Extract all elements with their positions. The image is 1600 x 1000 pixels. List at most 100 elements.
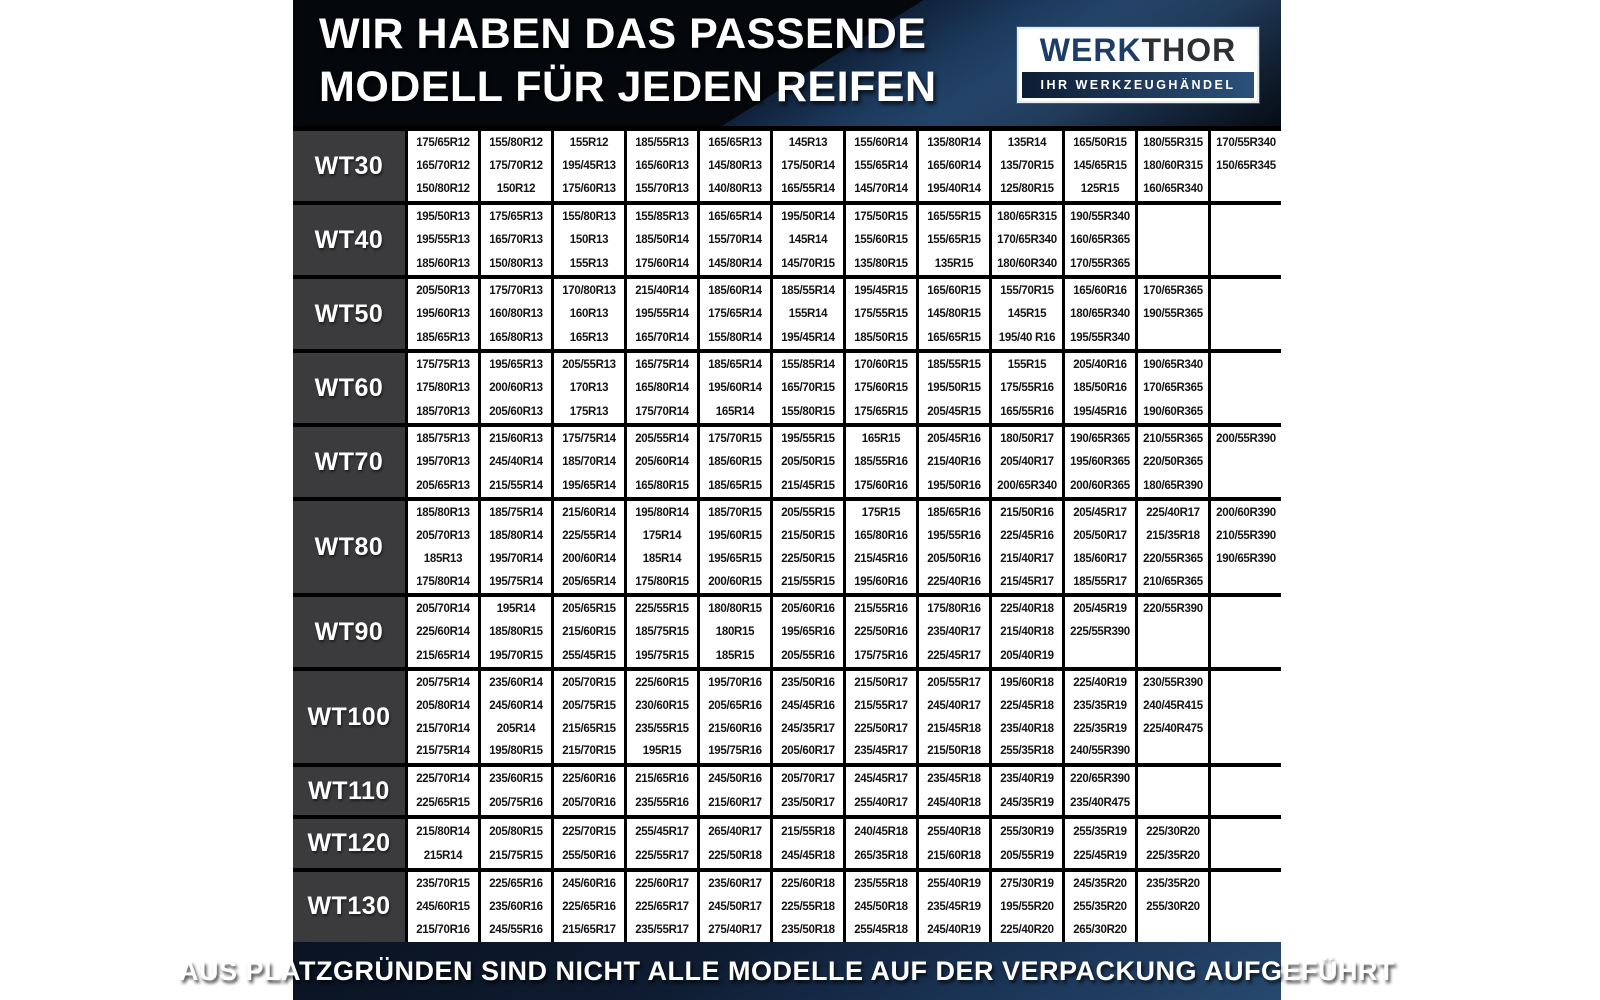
tire-size: 135/70R15 — [1000, 160, 1054, 173]
tire-size: 170/65R365 — [1143, 284, 1203, 297]
tire-size: 235/45R19 — [927, 900, 981, 913]
tire-size-cell: 235/35R20 255/30R20 — [1135, 871, 1208, 943]
tire-size-cell: 255/35R19 225/45R19 — [1062, 819, 1135, 868]
tire-size: 180/60R340 — [997, 257, 1057, 270]
tire-size-cell: 235/50R16 245/45R16 245/35R17 205/60R17 — [770, 671, 843, 763]
tire-size: 225/45R17 — [927, 649, 981, 662]
tire-size: 225/45R18 — [1000, 699, 1054, 712]
tire-size-cell: 255/45R17 225/55R17 — [624, 819, 697, 868]
tire-size: 165/70R14 — [635, 331, 689, 344]
tire-size: 210/65R365 — [1143, 575, 1203, 588]
tire-size-cell: 225/40R17 215/35R18 220/55R365 210/65R365 — [1135, 501, 1208, 594]
tire-size: 165/75R14 — [635, 358, 689, 371]
tire-size: 255/30R20 — [1146, 900, 1200, 913]
tire-size: 185/60R13 — [416, 257, 470, 270]
tire-size: 225/35R19 — [1073, 722, 1127, 735]
tire-size: 160R13 — [569, 308, 609, 321]
tire-size: 165/60R16 — [1073, 284, 1127, 297]
tire-size: 205/55R19 — [1000, 849, 1054, 862]
tire-size: 195/55R15 — [781, 433, 835, 446]
tire-size: 235/55R16 — [635, 797, 689, 810]
tire-size: 175/70R15 — [708, 433, 762, 446]
tire-size: 195/75R15 — [635, 649, 689, 662]
model-label: WT60 — [293, 353, 405, 424]
tire-size: 220/50R365 — [1143, 456, 1203, 469]
tire-size-cell: 155/70R15 145R15 195/40 R16 — [989, 279, 1062, 350]
tire-size: 190/55R340 — [1070, 210, 1130, 223]
tire-size: 215/70R15 — [562, 745, 616, 758]
tire-size: 195/80R15 — [489, 745, 543, 758]
tire-size: 175R15 — [861, 506, 901, 519]
tire-size: 195/65R14 — [562, 479, 616, 492]
tire-size: 145/80R15 — [927, 308, 981, 321]
tire-size: 195R15 — [642, 745, 682, 758]
tire-size: 155/70R13 — [635, 183, 689, 196]
tire-size: 255/40R18 — [927, 825, 981, 838]
tire-size-cell: 165/75R14 165/80R14 175/70R14 — [624, 353, 697, 424]
tire-size: 175/80R14 — [416, 575, 470, 588]
tire-size: 200/65R340 — [997, 479, 1057, 492]
tire-size: 165/80R15 — [635, 479, 689, 492]
tire-size: 170/60R15 — [854, 358, 908, 371]
tire-size-cell: 205/45R19 225/55R390 — [1062, 597, 1135, 668]
header-banner: WIR HABEN DAS PASSENDE MODELL FÜR JEDEN … — [293, 0, 1281, 126]
tire-size: 200/60R14 — [562, 552, 616, 565]
tire-size: 255/40R19 — [927, 877, 981, 890]
tire-size-cell: 175R15 165/80R16 215/45R16 195/60R16 — [843, 501, 916, 594]
model-label: WT80 — [293, 501, 405, 594]
tire-size: 165/80R16 — [854, 529, 908, 542]
tire-size: 225/70R14 — [416, 773, 470, 785]
tire-size: 175/60R13 — [562, 183, 616, 196]
tire-size: 265/30R20 — [1073, 924, 1127, 937]
tire-size-cell: 195/50R13 195/55R13 185/60R13 — [405, 205, 478, 276]
tire-size: 235/60R15 — [489, 773, 543, 785]
tire-size: 155/80R15 — [781, 405, 835, 418]
tire-size: 205/70R13 — [416, 529, 470, 542]
tire-size: 155/60R15 — [854, 234, 908, 247]
tire-size-cell: 215/40R14 195/55R14 165/70R14 — [624, 279, 697, 350]
tire-size: 245/60R14 — [489, 699, 543, 712]
tire-size-cell: 215/60R14 225/55R14 200/60R14 205/65R14 — [551, 501, 624, 594]
tire-size-cell: 135R14 135/70R15 125/80R15 — [989, 131, 1062, 202]
tire-size: 155/80R14 — [708, 331, 762, 344]
tire-size: 215/50R17 — [854, 676, 908, 689]
tire-size: 205/45R19 — [1073, 602, 1127, 615]
tire-size: 135R14 — [1007, 136, 1047, 149]
tire-size: 185/50R16 — [1073, 382, 1127, 395]
tire-size-cell: 175/50R15 155/60R15 135/80R15 — [843, 205, 916, 276]
tire-size-cell: 195/65R13 200/60R13 205/60R13 — [478, 353, 551, 424]
tire-size: 245/40R19 — [927, 924, 981, 937]
tire-size: 235/45R17 — [854, 745, 908, 758]
tire-size: 185/75R13 — [416, 433, 470, 446]
tire-size: 165/70R12 — [416, 160, 470, 173]
tire-size: 210/55R365 — [1143, 433, 1203, 446]
tire-size: 165/80R13 — [489, 331, 543, 344]
tire-size-cell — [1208, 766, 1281, 816]
tire-size-cell: 175/70R13 160/80R13 165/80R13 — [478, 279, 551, 350]
tire-size-cell: 225/55R15 185/75R15 195/75R15 — [624, 597, 697, 668]
footer-banner: AUS PLATZGRÜNDEN SIND NICHT ALLE MODELLE… — [179, 942, 1395, 1000]
tire-size: 170R13 — [569, 382, 609, 395]
tire-size: 185/80R14 — [489, 529, 543, 542]
tire-size-cell — [1135, 766, 1208, 816]
tire-size: 245/45R17 — [854, 773, 908, 785]
logo-wordmark: WERK THOR — [1019, 29, 1257, 72]
tire-size: 245/35R19 — [1000, 797, 1054, 810]
tire-size: 145R15 — [1007, 308, 1047, 321]
tire-size: 200/60R13 — [489, 382, 543, 395]
tire-size: 175/80R15 — [635, 575, 689, 588]
tire-size: 165/65R13 — [708, 136, 762, 149]
model-label: WT120 — [293, 819, 405, 868]
tire-size: 225/55R390 — [1070, 626, 1130, 639]
tire-size: 175/60R15 — [854, 382, 908, 395]
tire-size: 220/55R390 — [1143, 602, 1203, 615]
tire-size: 195/55R13 — [416, 234, 470, 247]
tire-size-cell: 155/60R14 155/65R14 145/70R14 — [843, 131, 916, 202]
tire-size-cell: 165/65R13 145/80R13 140/80R13 — [697, 131, 770, 202]
tire-size: 225/40R475 — [1143, 722, 1203, 735]
tire-size-cell: 215/55R18 245/45R18 — [770, 819, 843, 868]
tire-size: 195/40R14 — [927, 183, 981, 196]
tire-size: 225/40R20 — [1000, 924, 1054, 937]
tire-size: 215/35R18 — [1146, 529, 1200, 542]
tire-size-cell — [1208, 279, 1281, 350]
